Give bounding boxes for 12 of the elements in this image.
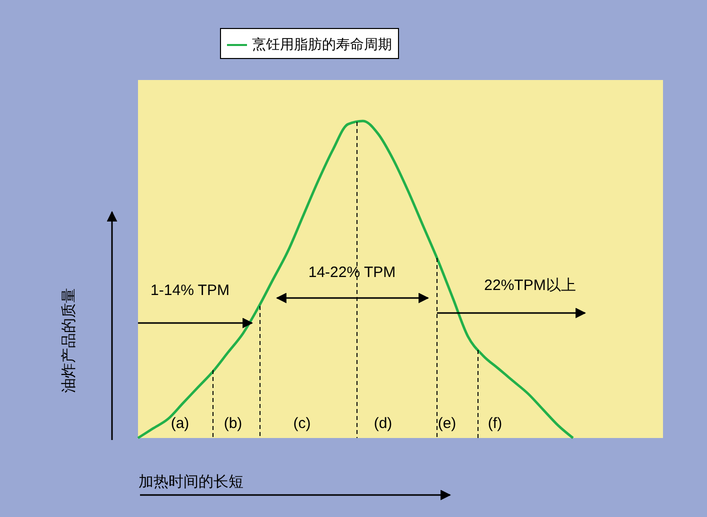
annotation: (c) bbox=[293, 415, 311, 432]
annotation: 22%TPM以上 bbox=[484, 277, 576, 294]
annotation: (d) bbox=[374, 415, 392, 432]
y-axis-title: 油炸产品的质量 bbox=[60, 288, 78, 393]
annotation: (a) bbox=[170, 415, 190, 432]
legend-label: 烹饪用脂肪的寿命周期 bbox=[252, 36, 392, 52]
annotation: (b) bbox=[224, 415, 242, 432]
annotation: (e) bbox=[438, 415, 456, 432]
annotation: 1-14% TPM bbox=[150, 282, 230, 299]
annotation: 14-22% TPM bbox=[308, 264, 396, 281]
x-axis-title: 加热时间的长短 bbox=[138, 474, 244, 490]
annotation: (f) bbox=[488, 415, 502, 432]
